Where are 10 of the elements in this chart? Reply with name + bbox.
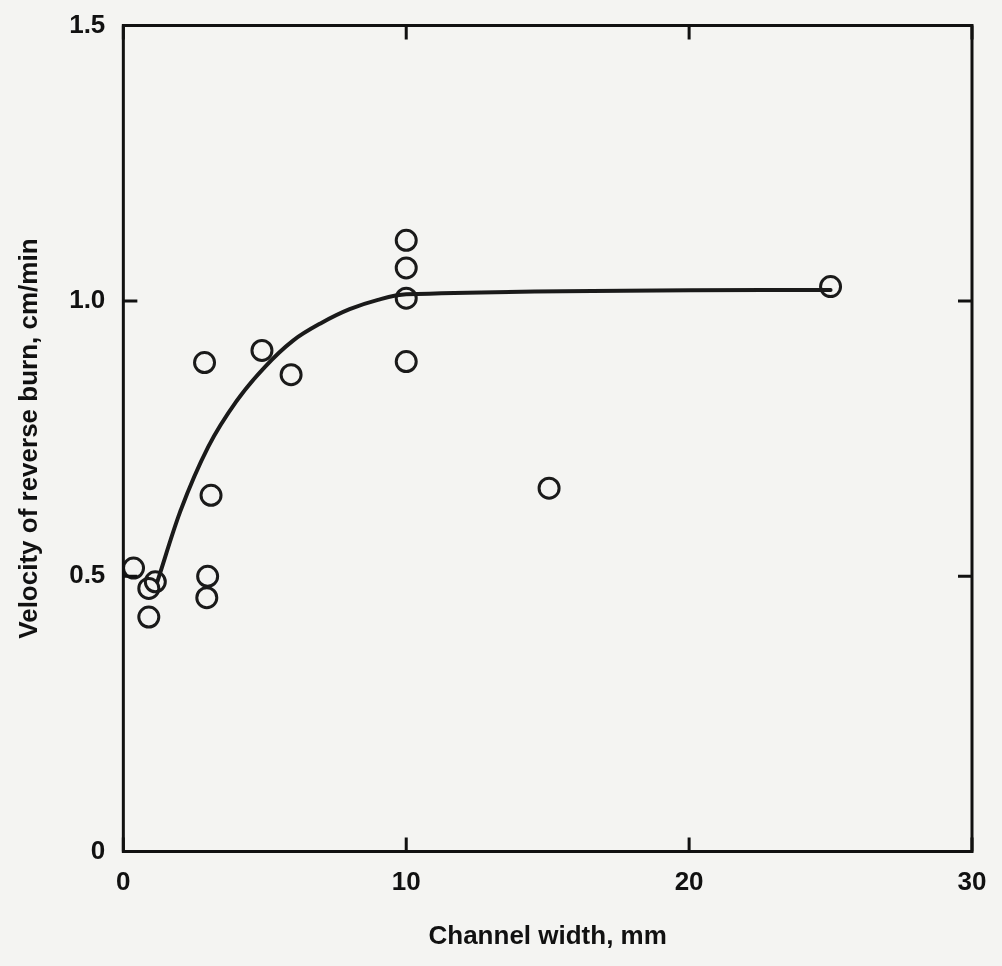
y-tick-label: 0 bbox=[90, 834, 106, 865]
y-tick-label: 1.0 bbox=[69, 284, 106, 315]
y-tick-label: 0.5 bbox=[69, 559, 106, 590]
x-axis-title: Channel width, mm bbox=[428, 919, 667, 950]
x-tick-label: 0 bbox=[116, 866, 131, 897]
x-tick-label: 20 bbox=[674, 866, 704, 897]
y-tick-label: 1.5 bbox=[69, 8, 106, 39]
x-tick-label: 30 bbox=[957, 866, 987, 897]
y-axis-title: Velocity of reverse burn, cm/min bbox=[12, 238, 43, 639]
x-tick-label: 10 bbox=[391, 866, 421, 897]
